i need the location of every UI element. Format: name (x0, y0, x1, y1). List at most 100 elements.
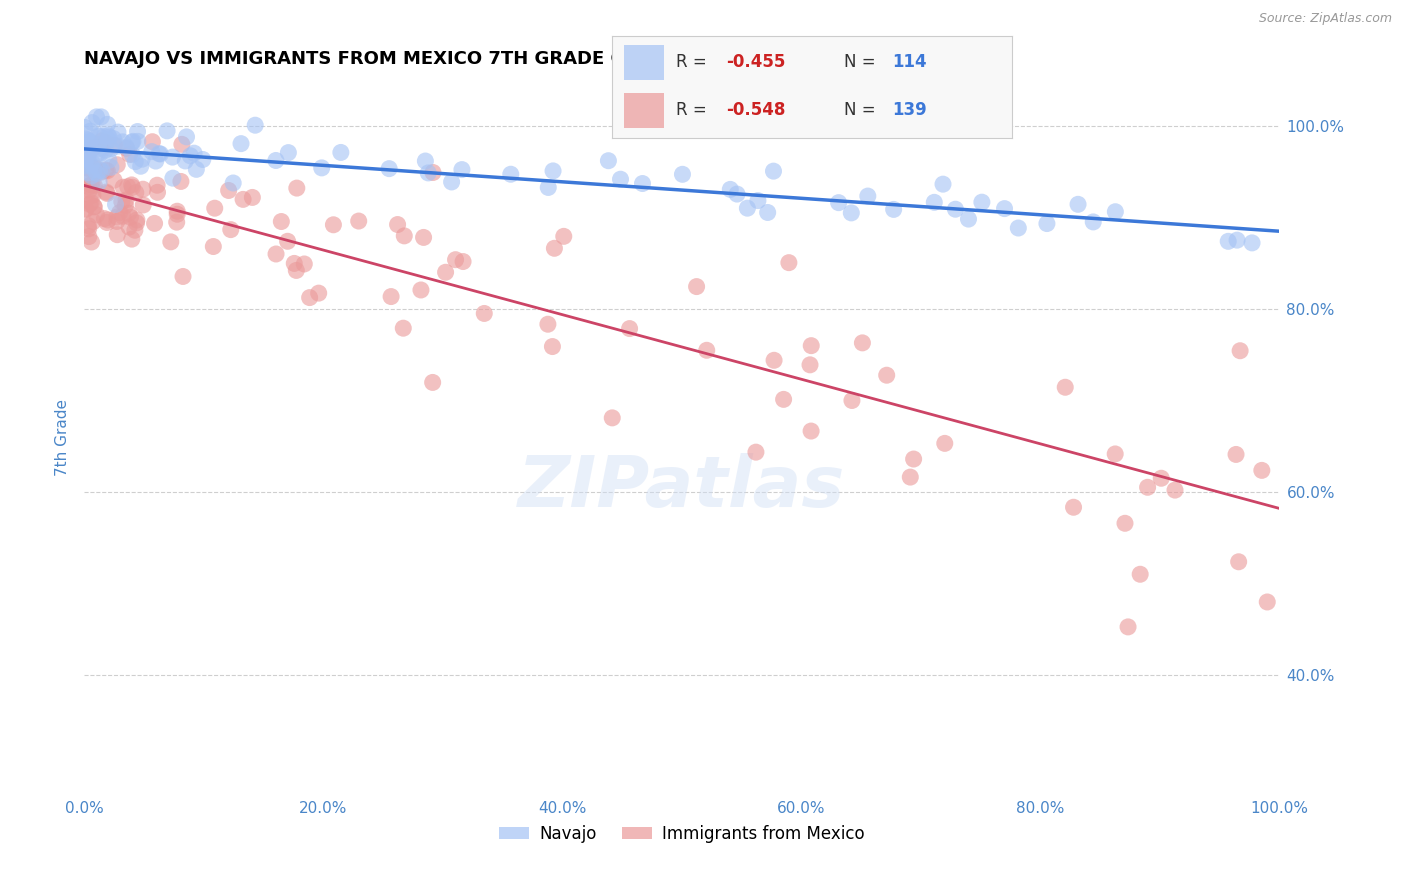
Point (329, 145, 352, 160)
Point (957, 212, 980, 227)
Point (83, 200, 105, 214)
Point (762, 164, 785, 178)
Text: ZIPatlas: ZIPatlas (519, 452, 845, 522)
Point (170, 137, 193, 152)
Point (124, 154, 146, 169)
Point (73, 159, 96, 173)
Point (347, 214, 370, 228)
Point (107, 139, 129, 153)
Point (1136, 480, 1159, 494)
Point (111, 194, 134, 209)
Point (80, 235, 103, 249)
Point (132, 198, 155, 212)
Point (245, 118, 267, 132)
Point (94, 136, 117, 150)
Point (553, 229, 575, 244)
Point (83, 200, 105, 214)
Point (422, 165, 444, 179)
Point (129, 159, 152, 173)
Point (132, 182, 155, 196)
Point (100, 161, 122, 175)
Point (121, 136, 143, 150)
Point (202, 239, 225, 253)
Point (121, 178, 143, 192)
Point (172, 269, 194, 284)
Point (1164, 483, 1187, 497)
Point (127, 134, 149, 148)
Point (90, 110, 112, 124)
Point (1218, 235, 1240, 249)
Point (166, 204, 188, 219)
Point (232, 193, 254, 207)
Point (186, 162, 208, 177)
Point (77, 219, 100, 233)
Point (876, 368, 898, 383)
Point (993, 202, 1015, 216)
Point (392, 321, 415, 335)
Point (97, 133, 120, 147)
Point (118, 206, 141, 220)
Point (148, 146, 170, 161)
Text: 139: 139 (893, 101, 927, 119)
Point (264, 247, 287, 261)
Point (86, 208, 108, 222)
Point (141, 145, 163, 159)
Point (156, 124, 179, 138)
Point (76, 161, 98, 175)
Point (87, 175, 110, 189)
Point (541, 164, 564, 178)
Bar (624, 45, 664, 79)
Y-axis label: 7th Grade: 7th Grade (55, 399, 70, 475)
Point (73, 141, 96, 155)
Text: R =: R = (676, 53, 711, 70)
Point (378, 161, 401, 176)
Point (125, 186, 148, 200)
Point (96, 117, 118, 131)
Point (115, 140, 138, 154)
Point (725, 187, 748, 202)
Point (1241, 235, 1264, 250)
Text: -0.455: -0.455 (725, 53, 785, 70)
Point (191, 153, 214, 167)
Point (598, 153, 620, 168)
Point (143, 216, 166, 230)
Point (127, 124, 149, 138)
Point (145, 154, 167, 169)
Point (472, 306, 495, 320)
Point (103, 173, 125, 187)
Point (292, 257, 315, 271)
Point (451, 162, 474, 177)
Point (76, 136, 98, 151)
Point (179, 149, 201, 163)
Point (82, 115, 104, 129)
Point (827, 195, 849, 210)
Point (1116, 620, 1139, 634)
Point (80, 161, 103, 175)
Point (103, 138, 125, 153)
Point (183, 146, 205, 161)
Point (763, 353, 786, 368)
Point (94, 163, 117, 178)
Point (118, 220, 141, 235)
Point (412, 230, 434, 244)
Point (80, 159, 103, 173)
Text: R =: R = (676, 101, 711, 119)
Point (96, 215, 118, 229)
Point (80, 178, 103, 192)
Point (79, 143, 101, 157)
Point (125, 216, 148, 230)
Point (166, 215, 188, 229)
Point (112, 180, 135, 194)
Text: N =: N = (844, 53, 882, 70)
Point (89, 129, 111, 144)
Point (87, 146, 110, 161)
Point (322, 218, 344, 232)
Point (898, 470, 921, 484)
Point (77, 161, 100, 176)
Point (108, 205, 131, 219)
Point (87, 141, 110, 155)
Point (285, 181, 308, 195)
Point (537, 180, 560, 194)
Point (264, 153, 287, 168)
Point (444, 252, 467, 267)
